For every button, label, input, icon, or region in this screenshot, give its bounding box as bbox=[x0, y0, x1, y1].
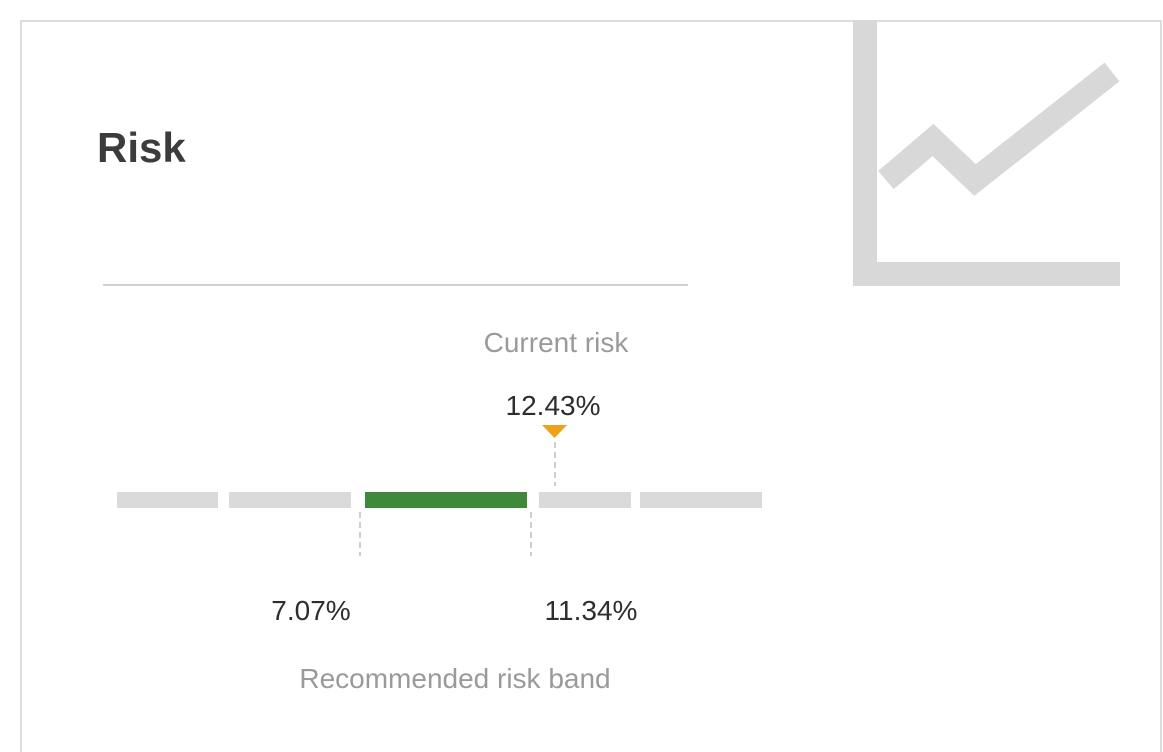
current-marker bbox=[542, 425, 567, 438]
scale-segment bbox=[117, 492, 218, 508]
band-high-value: 11.34% bbox=[545, 595, 638, 626]
card-border bbox=[20, 20, 1162, 752]
chart-icon bbox=[853, 20, 1120, 286]
band-label: Recommended risk band bbox=[299, 663, 610, 694]
recommended-segment bbox=[365, 492, 527, 508]
current-risk-value: 12.43% bbox=[506, 390, 601, 421]
scale-segment bbox=[640, 492, 762, 508]
card-title: Risk bbox=[97, 124, 186, 171]
band-low-value: 7.07% bbox=[271, 595, 350, 626]
risk-scale bbox=[117, 492, 762, 508]
scale-segment bbox=[229, 492, 351, 508]
scale-segment bbox=[539, 492, 631, 508]
current-risk-label: Current risk bbox=[484, 327, 630, 358]
